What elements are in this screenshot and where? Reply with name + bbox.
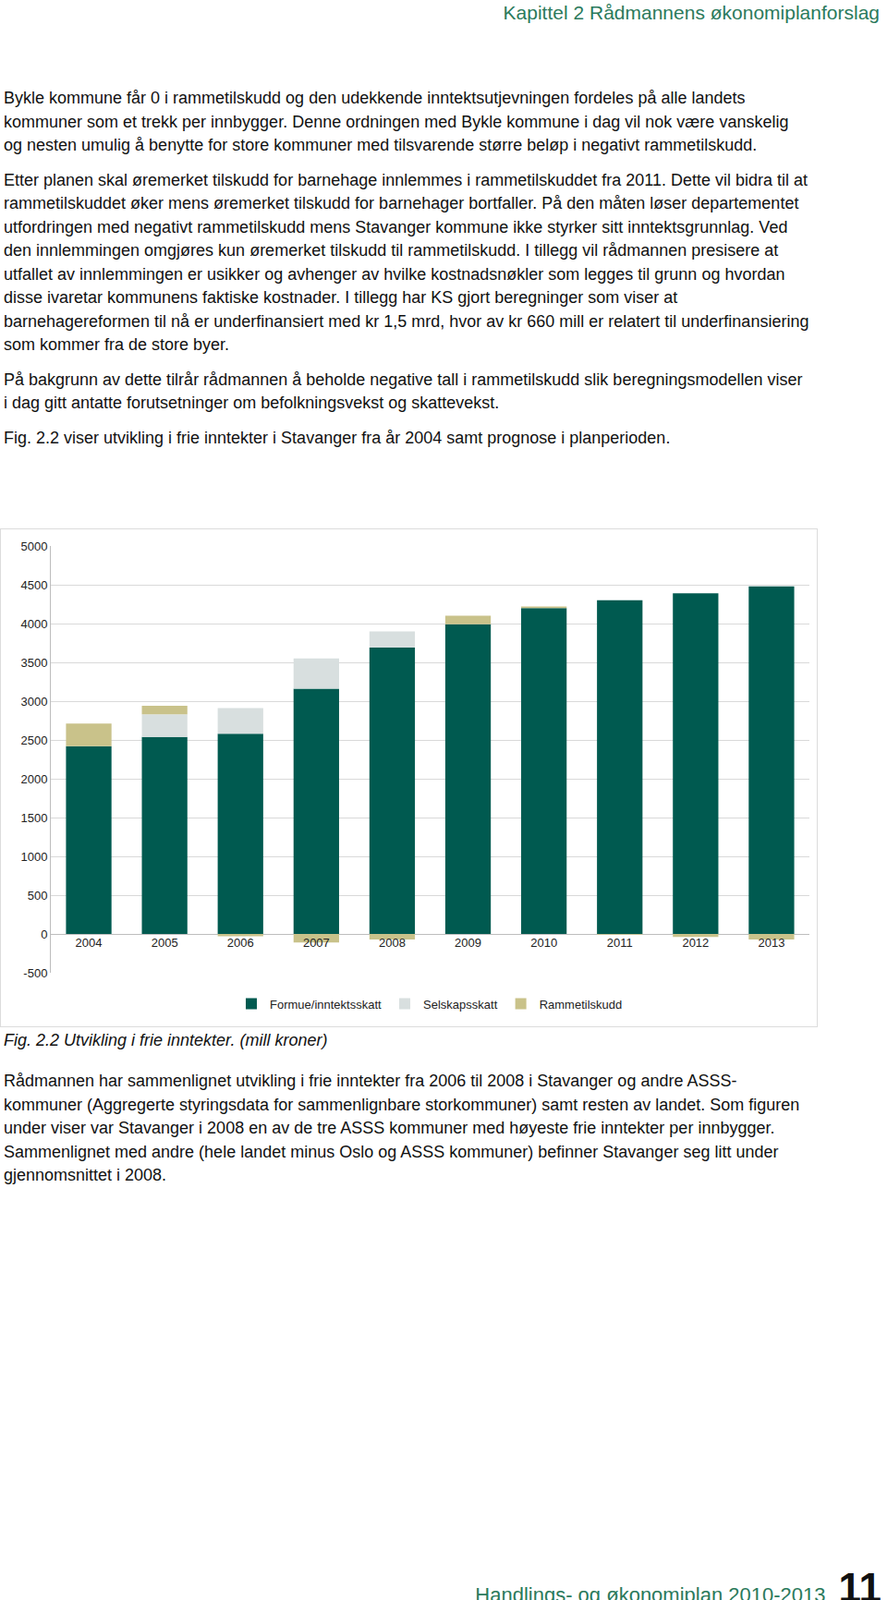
html-text:På bakgrunn av dette tilrår rå: På bakgrunn av dette tilrår rådmannen å … [3, 370, 803, 413]
svg-text:4500: 4500 [20, 578, 48, 593]
svg-text:2005: 2005 [151, 935, 179, 950]
svg-text:2011: 2011 [607, 935, 633, 950]
svg-text:2000: 2000 [20, 772, 48, 787]
html-text:Fig. 2.2 Utvikling i frie innt: Fig. 2.2 Utvikling i frie inntekter. (mi… [3, 1031, 328, 1050]
svg-text:2500: 2500 [20, 733, 48, 748]
html-text:Bykle kommune får 0 i rammetil: Bykle kommune får 0 i rammetilskudd og d… [3, 88, 789, 155]
svg-text:Selskapsskatt: Selskapsskatt [423, 997, 499, 1012]
html-text:Fig. 2.2 viser utvikling i fri: Fig. 2.2 viser utvikling i frie inntekte… [3, 428, 671, 447]
svg-text:Formue/inntektsskatt: Formue/inntektsskatt [269, 997, 382, 1012]
svg-text:2007: 2007 [303, 935, 330, 950]
svg-text:2009: 2009 [454, 935, 482, 950]
svg-text:0: 0 [40, 927, 48, 942]
svg-text:-500: -500 [23, 966, 48, 981]
svg-text:2010: 2010 [530, 935, 558, 950]
svg-text:3500: 3500 [20, 656, 48, 670]
svg-text:5000: 5000 [20, 539, 48, 554]
svg-text:2012: 2012 [681, 935, 709, 950]
html-text:Etter planen skal øremerket ti: Etter planen skal øremerket tilskudd for… [3, 170, 809, 354]
svg-text:2008: 2008 [378, 935, 406, 950]
svg-text:1000: 1000 [20, 850, 48, 864]
svg-text:2013: 2013 [757, 935, 785, 950]
svg-text:Rammetilskudd: Rammetilskudd [539, 997, 623, 1012]
html-text:Kapittel 2 Rådmannens økonomip: Kapittel 2 Rådmannens økonomiplanforslag [503, 1, 880, 24]
html-text:Rådmannen har sammenlignet utv: Rådmannen har sammenlignet utvikling i f… [3, 1071, 800, 1185]
svg-text:3000: 3000 [20, 694, 48, 709]
svg-text:2006: 2006 [227, 935, 255, 950]
svg-text:2004: 2004 [75, 935, 103, 950]
svg-text:500: 500 [27, 888, 49, 903]
svg-text:1500: 1500 [20, 811, 48, 826]
svg-text:4000: 4000 [20, 617, 48, 632]
